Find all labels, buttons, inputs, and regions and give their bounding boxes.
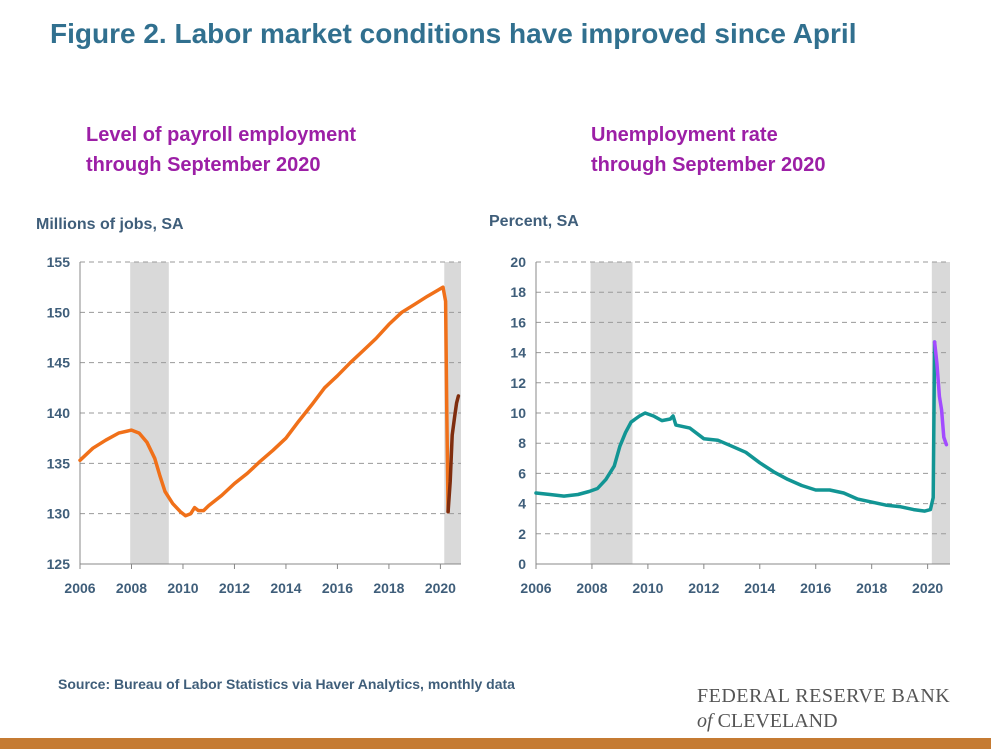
left-chart-title: Level of payroll employment through Sept… [86, 120, 356, 180]
left-ytick-label: 155 [47, 254, 71, 270]
logo-line1: FEDERAL RESERVE BANK [697, 685, 951, 707]
right-ytick-label: 4 [518, 496, 526, 512]
left-xtick-label: 2018 [373, 580, 404, 596]
left-ytick-label: 150 [47, 304, 71, 320]
right-series-line-1 [932, 340, 949, 447]
right-ytick-label: 2 [518, 526, 526, 542]
logo-cleveland: CLEVELAND [717, 710, 838, 732]
right-xtick-label: 2006 [520, 580, 551, 596]
right-ytick-label: 18 [510, 284, 526, 300]
left-chart-ylabel: Millions of jobs, SA [36, 216, 184, 233]
right-xtick-label: 2010 [632, 580, 663, 596]
right-chart-title-line1: Unemployment rate [591, 124, 778, 146]
right-xtick-label: 2016 [800, 580, 831, 596]
right-xtick-label: 2020 [912, 580, 943, 596]
right-ytick-label: 8 [518, 435, 526, 451]
left-xtick-label: 2006 [64, 580, 95, 596]
right-ytick-label: 12 [510, 375, 526, 391]
left-chart-title-line2: through September 2020 [86, 154, 321, 176]
left-ytick-label: 145 [47, 355, 71, 371]
left-ytick-label: 140 [47, 405, 71, 421]
right-xtick-label: 2012 [688, 580, 719, 596]
bottom-bar [0, 738, 991, 749]
right-ytick-label: 14 [510, 345, 526, 361]
right-xtick-label: 2018 [856, 580, 887, 596]
left-ytick-label: 135 [47, 455, 71, 471]
left-xtick-label: 2012 [219, 580, 250, 596]
right-chart-title: Unemployment rate through September 2020 [591, 120, 826, 180]
left-xtick-label: 2014 [270, 580, 301, 596]
left-series-line-1 [446, 394, 461, 514]
right-ytick-label: 6 [518, 465, 526, 481]
right-chart-title-line2: through September 2020 [591, 154, 826, 176]
logo-of: of [697, 710, 713, 732]
left-ytick-label: 125 [47, 556, 71, 572]
fed-cleveland-logo: FEDERAL RESERVE BANK of CLEVELAND [697, 684, 950, 734]
right-ytick-label: 16 [510, 314, 526, 330]
left-chart-title-line1: Level of payroll employment [86, 124, 357, 146]
figure-title: Figure 2. Labor market conditions have i… [50, 18, 857, 49]
logo-line2: of CLEVELAND [697, 709, 950, 734]
right-ytick-label: 20 [510, 254, 526, 270]
right-series-line-0 [534, 340, 937, 513]
right-ytick-label: 10 [510, 405, 526, 421]
right-ytick-label: 0 [518, 556, 526, 572]
right-chart-ylabel: Percent, SA [489, 213, 579, 230]
left-xtick-label: 2010 [167, 580, 198, 596]
left-series-line-0 [78, 285, 450, 518]
source-note: Source: Bureau of Labor Statistics via H… [58, 676, 515, 692]
left-ytick-label: 130 [47, 506, 71, 522]
right-xtick-label: 2008 [576, 580, 607, 596]
left-xtick-label: 2008 [116, 580, 147, 596]
right-xtick-label: 2014 [744, 580, 775, 596]
left-xtick-label: 2020 [425, 580, 456, 596]
left-xtick-label: 2016 [322, 580, 353, 596]
